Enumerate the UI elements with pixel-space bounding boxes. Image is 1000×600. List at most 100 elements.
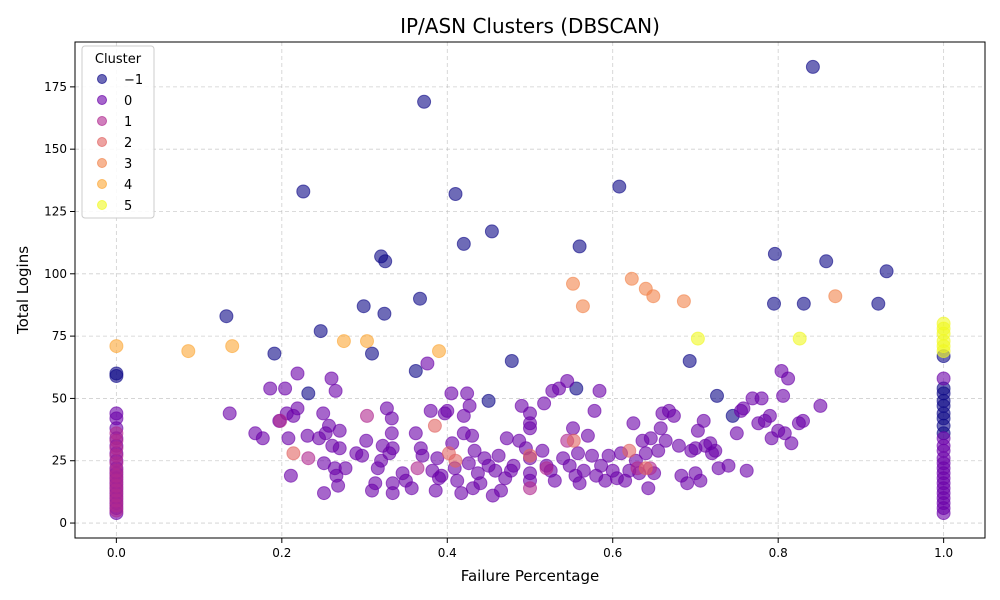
data-point — [328, 383, 343, 398]
data-point — [255, 431, 270, 446]
data-point — [440, 403, 455, 418]
data-point — [420, 356, 435, 371]
series-cluster-0 — [109, 356, 951, 521]
legend-marker — [97, 95, 107, 105]
data-point — [460, 386, 475, 401]
data-point — [762, 408, 777, 423]
data-point — [936, 506, 951, 521]
data-point — [360, 408, 374, 423]
legend-label: 3 — [124, 157, 132, 172]
data-point — [384, 426, 399, 441]
data-point — [776, 388, 791, 403]
data-point — [427, 418, 442, 433]
data-point — [580, 428, 595, 443]
y-axis-label: Total Logins — [14, 246, 32, 335]
data-point — [539, 461, 554, 476]
data-point — [569, 381, 584, 396]
data-point — [481, 393, 496, 408]
data-point — [316, 406, 331, 421]
legend-marker — [97, 200, 107, 210]
data-point — [499, 431, 514, 446]
data-point — [784, 436, 799, 451]
data-point — [504, 354, 519, 368]
data-point — [301, 386, 316, 401]
x-axis-label: Failure Percentage — [461, 567, 600, 585]
data-point — [658, 433, 673, 448]
data-point — [283, 468, 298, 483]
data-point — [109, 369, 124, 383]
data-point — [317, 486, 331, 501]
data-point — [484, 224, 499, 239]
data-point — [219, 309, 234, 324]
data-point — [813, 398, 828, 413]
data-point — [300, 428, 315, 443]
data-point — [523, 481, 537, 496]
data-point — [286, 446, 301, 461]
legend-label: −1 — [124, 73, 143, 88]
data-point — [571, 446, 585, 461]
data-point — [444, 386, 459, 401]
data-point — [638, 446, 653, 461]
data-point — [819, 254, 834, 269]
data-point — [638, 461, 653, 476]
data-point — [805, 59, 820, 74]
data-point — [181, 344, 196, 359]
data-point — [313, 324, 328, 339]
data-point — [696, 413, 711, 428]
x-tick-label: 1.0 — [934, 546, 953, 560]
data-point — [290, 401, 305, 416]
data-point — [408, 426, 423, 441]
data-point — [109, 339, 124, 354]
data-point — [736, 401, 751, 416]
data-point — [494, 483, 508, 498]
data-point — [454, 486, 469, 501]
data-point — [296, 184, 311, 199]
data-point — [585, 448, 599, 463]
data-point — [767, 296, 781, 311]
data-point — [796, 296, 811, 311]
data-point — [324, 371, 339, 386]
data-point — [355, 448, 370, 463]
data-point — [575, 299, 590, 314]
y-tick-label: 25 — [52, 454, 67, 468]
data-point — [267, 346, 282, 361]
data-points — [109, 59, 951, 521]
data-point — [506, 458, 521, 473]
x-tick-label: 0.8 — [769, 546, 788, 560]
chart-title: IP/ASN Clusters (DBSCAN) — [400, 14, 660, 38]
data-point — [377, 306, 392, 321]
data-point — [592, 383, 607, 398]
data-point — [273, 413, 288, 428]
data-point — [384, 411, 399, 426]
data-point — [222, 406, 237, 421]
data-point — [448, 453, 463, 468]
series-cluster-4 — [109, 334, 446, 359]
data-point — [473, 476, 488, 491]
data-point — [338, 461, 353, 476]
legend-marker — [97, 116, 107, 126]
series-cluster-−1 — [109, 59, 951, 441]
data-point — [646, 289, 661, 304]
data-point — [430, 451, 445, 466]
data-point — [792, 331, 807, 346]
y-tick-label: 150 — [44, 142, 67, 156]
legend-label: 5 — [124, 199, 132, 214]
legend-marker — [97, 74, 107, 84]
data-point — [404, 481, 419, 496]
legend-marker — [97, 158, 107, 168]
series-cluster-5 — [690, 316, 951, 359]
data-point — [690, 331, 705, 346]
data-point — [456, 236, 471, 251]
x-tick-label: 0.6 — [603, 546, 622, 560]
legend-marker — [97, 137, 107, 147]
legend-title: Cluster — [95, 52, 142, 67]
data-point — [332, 423, 347, 438]
data-point — [754, 391, 769, 406]
data-point — [777, 426, 792, 441]
data-point — [368, 476, 383, 491]
data-point — [423, 403, 438, 418]
data-point — [467, 443, 482, 458]
data-point — [432, 344, 446, 359]
legend-label: 1 — [124, 115, 132, 130]
